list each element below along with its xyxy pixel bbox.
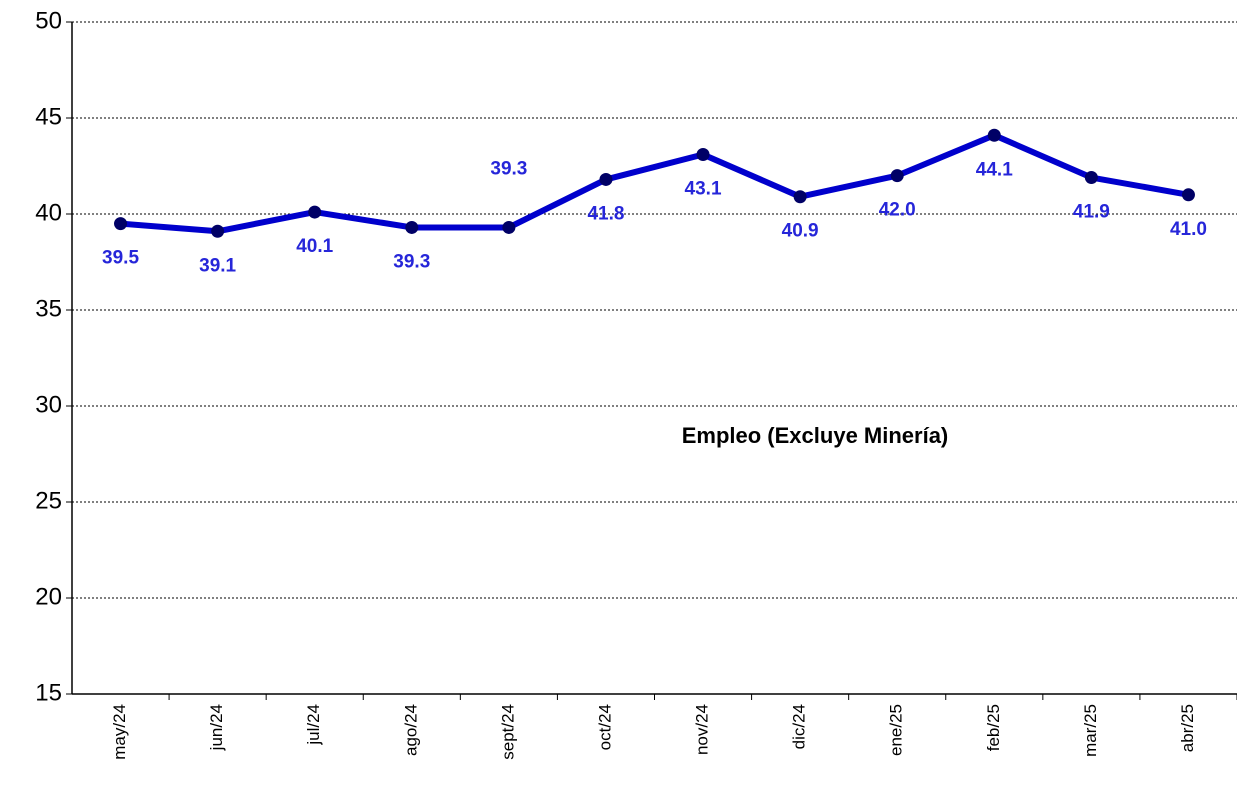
data-label: 41.0 (1170, 219, 1207, 240)
marker (114, 217, 128, 231)
data-label: 39.5 (102, 248, 139, 269)
x-tick-label: sept/24 (498, 704, 517, 760)
x-tick-label: ene/25 (887, 704, 906, 756)
marker (696, 147, 710, 161)
marker (987, 128, 1001, 142)
y-tick-label: 15 (35, 679, 62, 706)
marker (308, 205, 322, 219)
data-label: 44.1 (976, 159, 1013, 180)
x-tick-label: ago/24 (401, 704, 420, 756)
y-tick-label: 20 (35, 583, 62, 610)
y-tick-label: 45 (35, 103, 62, 130)
chart-title: Empleo (Excluye Minería) (682, 423, 949, 448)
data-label: 41.9 (1073, 202, 1110, 223)
marker (211, 224, 225, 238)
y-tick-label: 30 (35, 391, 62, 418)
data-label: 40.1 (296, 236, 333, 257)
data-label: 39.1 (199, 255, 236, 276)
data-label: 41.8 (587, 203, 624, 224)
x-tick-label: nov/24 (693, 704, 712, 755)
y-tick-label: 40 (35, 199, 62, 226)
x-tick-label: jul/24 (304, 704, 323, 746)
marker (1084, 171, 1098, 185)
x-tick-label: dic/24 (790, 704, 809, 749)
marker (890, 169, 904, 183)
x-tick-label: may/24 (110, 704, 129, 760)
marker (405, 220, 419, 234)
y-tick-label: 50 (35, 7, 62, 34)
marker (599, 172, 613, 186)
data-label: 39.3 (490, 158, 527, 179)
marker (502, 220, 516, 234)
x-tick-label: abr/25 (1178, 704, 1197, 752)
x-tick-label: feb/25 (984, 704, 1003, 751)
marker (1181, 188, 1195, 202)
marker (793, 190, 807, 204)
data-label: 43.1 (685, 178, 722, 199)
x-tick-label: oct/24 (595, 704, 614, 750)
y-tick-label: 25 (35, 487, 62, 514)
y-tick-label: 35 (35, 295, 62, 322)
line (120, 132, 1189, 235)
x-tick-label: jun/24 (207, 704, 226, 751)
data-label: 39.3 (393, 251, 430, 272)
data-label: 40.9 (782, 221, 819, 242)
x-tick-label: mar/25 (1081, 704, 1100, 757)
data-label: 42.0 (879, 200, 916, 221)
